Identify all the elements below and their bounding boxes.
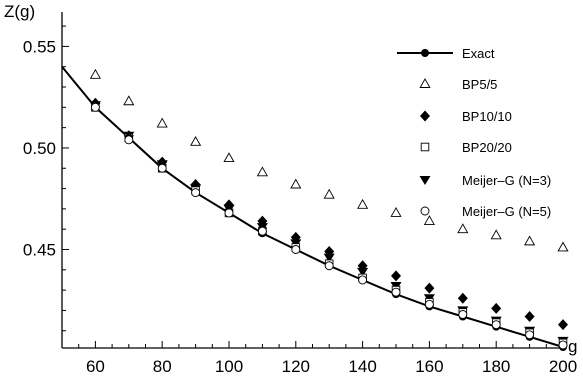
data-point-bp10 bbox=[391, 270, 401, 282]
legend-label: Meijer–G (N=5) bbox=[462, 204, 551, 219]
x-tick-label: 60 bbox=[86, 357, 105, 376]
data-point-meijer5 bbox=[558, 340, 568, 350]
data-point-meijer5 bbox=[458, 310, 468, 319]
data-point-bp5 bbox=[123, 95, 135, 106]
data-point-meijer3 bbox=[323, 253, 335, 263]
data-point-bp5 bbox=[156, 117, 168, 128]
data-point-meijer5 bbox=[90, 102, 100, 112]
data-point-meijer5 bbox=[420, 206, 430, 216]
data-point-exact bbox=[421, 49, 429, 57]
data-point-bp10 bbox=[424, 282, 435, 294]
axes: 60 80 100 120 140 160 180 200 0.45 0.50 0.55 Z(g) g bbox=[4, 2, 577, 376]
legend-label: BP5/5 bbox=[462, 77, 497, 92]
data-point-meijer5 bbox=[124, 135, 134, 145]
data-point-bp10 bbox=[491, 302, 502, 314]
data-point-bp20 bbox=[420, 142, 430, 152]
legend-label: BP20/20 bbox=[462, 140, 512, 155]
x-tick-label: 140 bbox=[348, 357, 376, 376]
data-point-bp10 bbox=[457, 292, 468, 304]
data-point-meijer5 bbox=[391, 287, 401, 297]
x-tick-label: 180 bbox=[482, 357, 510, 376]
x-tick-label: 80 bbox=[153, 357, 172, 376]
x-tick-label: 160 bbox=[415, 357, 443, 376]
legend-label: Meijer–G (N=3) bbox=[462, 173, 551, 188]
data-point-bp5 bbox=[457, 223, 469, 234]
data-point-bp5 bbox=[223, 152, 235, 163]
data-point-bp5 bbox=[256, 166, 268, 177]
data-point-meijer5 bbox=[424, 299, 434, 309]
y-tick-label: 0.45 bbox=[23, 240, 56, 259]
y-tick-label: 0.55 bbox=[23, 37, 56, 56]
data-point-bp5 bbox=[419, 78, 431, 88]
data-point-meijer5 bbox=[525, 330, 535, 340]
legend: Exact BP5/5 BP10/10 BP20/20 Meijer–G (N=3) Me… bbox=[397, 46, 551, 219]
data-point-bp10 bbox=[420, 110, 430, 122]
data-point-meijer3 bbox=[419, 176, 431, 185]
x-tick-label: 100 bbox=[215, 357, 243, 376]
data-point-bp10 bbox=[558, 319, 568, 331]
data-point-meijer5 bbox=[358, 275, 368, 285]
plot-area bbox=[62, 66, 569, 351]
data-point-bp5 bbox=[423, 215, 435, 226]
data-point-bp10 bbox=[524, 311, 535, 323]
data-point-bp5 bbox=[490, 229, 502, 240]
data-point-meijer5 bbox=[224, 208, 234, 218]
y-axis-label: Z(g) bbox=[4, 2, 35, 21]
data-point-meijer5 bbox=[157, 163, 167, 173]
data-point-bp5 bbox=[89, 68, 101, 79]
data-point-bp5 bbox=[323, 188, 335, 199]
data-point-meijer3 bbox=[357, 267, 369, 277]
x-axis-label: g bbox=[568, 337, 577, 356]
legend-label: Exact bbox=[462, 46, 495, 61]
legend-label: BP10/10 bbox=[462, 109, 512, 124]
data-point-bp5 bbox=[524, 235, 536, 246]
data-point-meijer5 bbox=[491, 320, 501, 330]
data-point-bp5 bbox=[557, 241, 569, 252]
data-point-meijer5 bbox=[324, 261, 334, 271]
data-point-bp5 bbox=[357, 198, 369, 209]
x-tick-label: 120 bbox=[282, 357, 310, 376]
data-point-meijer5 bbox=[257, 226, 267, 236]
data-point-bp5 bbox=[190, 135, 202, 146]
y-tick-label: 0.50 bbox=[23, 139, 56, 158]
x-tick-label: 200 bbox=[549, 357, 577, 376]
data-point-bp5 bbox=[290, 178, 302, 189]
series-line-exact bbox=[62, 66, 564, 348]
data-point-bp5 bbox=[390, 207, 402, 217]
data-point-meijer5 bbox=[191, 188, 201, 198]
data-point-meijer5 bbox=[291, 245, 301, 254]
